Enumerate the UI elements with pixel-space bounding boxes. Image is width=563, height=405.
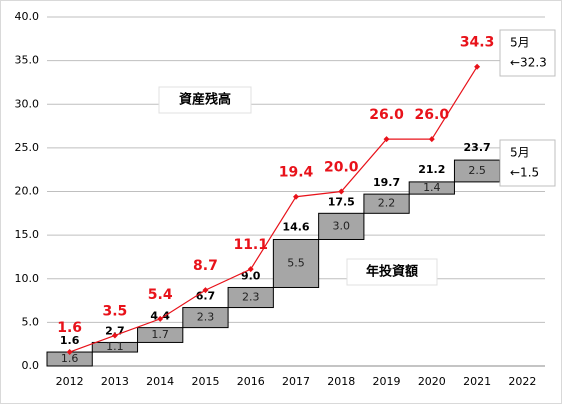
line-value-label: 26.0 <box>369 107 404 123</box>
total-label: 1.6 <box>60 334 80 347</box>
line-value-label: 3.5 <box>103 303 128 319</box>
line-marker <box>157 315 164 322</box>
total-label: 9.0 <box>241 269 261 282</box>
bar <box>363 193 410 214</box>
x-tick-label: 2020 <box>418 375 446 388</box>
total-label: 21.2 <box>418 163 445 176</box>
x-tick-label: 2016 <box>237 375 265 388</box>
y-tick-label: 25.0 <box>15 141 40 154</box>
line-marker <box>338 188 345 195</box>
line-value-label: 19.4 <box>279 165 314 181</box>
y-tick-label: 0.0 <box>22 359 40 372</box>
bar <box>227 286 274 309</box>
annotation-box <box>158 86 252 114</box>
y-tick-label: 40.0 <box>15 10 40 23</box>
total-label: 17.5 <box>328 195 355 208</box>
bar-value-label: 2.5 <box>468 164 486 177</box>
y-tick-label: 30.0 <box>15 97 40 110</box>
line-value-label: 34.3 <box>460 35 495 51</box>
total-label: 14.6 <box>282 221 309 234</box>
annotation: 年投資額 <box>366 264 418 280</box>
x-tick-label: 2017 <box>282 375 310 388</box>
bar <box>408 181 455 195</box>
annotation: 資産残高 <box>179 92 231 108</box>
bar-value-label: 2.2 <box>378 197 396 210</box>
callout-text: 5月 <box>510 36 530 50</box>
line-value-label: 26.0 <box>415 107 450 123</box>
line <box>69 66 478 353</box>
x-tick-label: 2014 <box>146 375 174 388</box>
line-marker <box>474 63 481 70</box>
x-tick-label: 2013 <box>101 375 129 388</box>
bar <box>272 238 320 288</box>
line-marker <box>66 349 73 356</box>
x-tick-label: 2021 <box>463 375 491 388</box>
line-marker <box>202 287 209 294</box>
bar-value-label: 1.1 <box>106 340 124 353</box>
bar <box>91 341 139 353</box>
line-value-label: 8.7 <box>193 258 218 274</box>
callout-box <box>499 139 556 187</box>
bar-value-label: 2.3 <box>197 311 215 324</box>
line-value-label: 11.1 <box>233 237 268 253</box>
line-marker <box>383 136 390 143</box>
line-value-label: 1.6 <box>57 320 82 336</box>
y-tick-label: 5.0 <box>22 315 40 328</box>
y-tick-label: 10.0 <box>15 272 40 285</box>
callout-text: ←32.3 <box>510 56 547 70</box>
bar <box>182 307 229 329</box>
line-marker <box>247 266 254 273</box>
callout-box <box>499 29 556 77</box>
x-tick-label: 2015 <box>191 375 219 388</box>
line-value-label: 20.0 <box>324 160 359 176</box>
y-tick-label: 35.0 <box>15 54 40 67</box>
bar <box>137 327 184 343</box>
x-tick-label: 2018 <box>327 375 355 388</box>
callout-text: 5月 <box>510 146 530 160</box>
line-marker <box>293 193 299 200</box>
line-marker <box>428 136 435 143</box>
bar-value-label: 1.6 <box>61 352 79 365</box>
x-tick-label: 2022 <box>508 375 536 388</box>
y-tick-label: 20.0 <box>15 185 40 198</box>
bar <box>318 212 365 240</box>
y-tick-label: 15.0 <box>15 228 40 241</box>
x-tick-label: 2012 <box>56 375 84 388</box>
bar-value-label: 5.5 <box>287 256 305 269</box>
callout-text: ←1.5 <box>510 166 539 180</box>
line-marker <box>111 332 118 339</box>
x-tick-label: 2019 <box>373 375 401 388</box>
total-label: 23.7 <box>464 141 491 154</box>
bar-value-label: 1.4 <box>423 181 441 194</box>
bar-value-label: 1.7 <box>151 328 169 341</box>
annotation-box <box>346 258 438 286</box>
bar-value-label: 2.3 <box>242 291 260 304</box>
bar-value-label: 3.0 <box>333 219 351 232</box>
total-label: 19.7 <box>373 176 400 189</box>
line-value-label: 5.4 <box>148 287 173 303</box>
